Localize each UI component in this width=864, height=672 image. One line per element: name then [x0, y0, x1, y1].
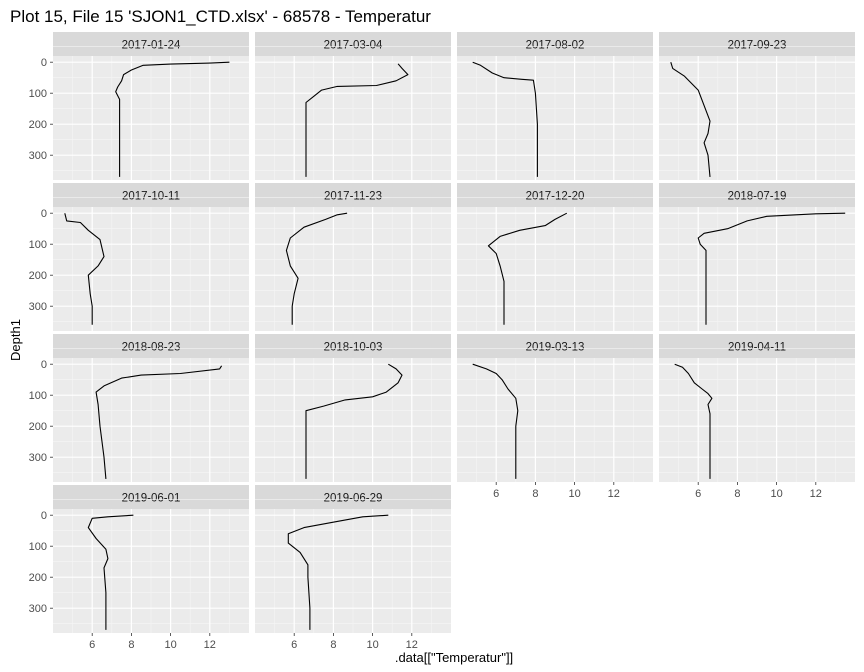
temperature-profile-line: [305, 363, 403, 479]
facet-strip-label: 2017-12-20: [526, 191, 585, 203]
temperature-profile-line: [670, 62, 711, 177]
temperature-profile-line: [472, 363, 519, 479]
temperature-profile-line: [87, 514, 134, 630]
facet-strip-label: 2018-08-23: [122, 342, 181, 354]
facet-strip-label: 2017-10-11: [122, 191, 180, 203]
temperature-profile-line: [285, 212, 348, 325]
x-tick-label: 6: [695, 488, 701, 500]
y-tick-label: 300: [29, 301, 47, 313]
x-axis-title: .data[["Temperatur"]]: [395, 650, 513, 665]
temperature-profile-line: [674, 363, 713, 479]
y-tick-label: 100: [29, 239, 47, 251]
temperature-profile-line: [305, 63, 409, 177]
x-tick-label: 6: [89, 639, 95, 651]
temperature-profile-line: [472, 61, 538, 177]
y-tick-label: 300: [29, 150, 47, 162]
x-tick-label: 10: [164, 639, 176, 651]
facet-strip-label: 2018-10-03: [324, 342, 383, 354]
x-tick-label: 10: [366, 639, 378, 651]
facet-strip: [255, 334, 451, 358]
facet-strip-label: 2019-04-11: [728, 342, 786, 354]
x-tick-label: 6: [291, 639, 297, 651]
facet-strip: [53, 183, 249, 207]
facet-strip-label: 2017-03-04: [324, 40, 383, 52]
temperature-profile-line: [64, 213, 105, 325]
temperature-profile-line: [287, 514, 389, 630]
facet-panel: 2019-06-29 6 8 10 12: [255, 485, 451, 651]
facet-panel: 2017-11-23: [255, 183, 451, 331]
y-tick-label: 200: [29, 119, 47, 131]
facet-strip: [659, 334, 855, 358]
facet-strip: [255, 485, 451, 509]
x-tick-label: 12: [406, 639, 418, 651]
facet-strip: [53, 32, 249, 56]
y-tick-label: 100: [29, 541, 47, 553]
facet-panel: 2017-08-02: [457, 32, 653, 180]
temperature-profile-line: [115, 61, 230, 177]
chart-title: Plot 15, File 15 'SJON1_CTD.xlsx' - 6857…: [10, 7, 431, 26]
y-tick-label: 0: [41, 510, 47, 522]
y-tick-label: 0: [41, 57, 47, 69]
x-tick-label: 8: [734, 488, 740, 500]
facet-panel: 2017-01-24 0 100 200 300: [29, 32, 249, 180]
y-tick-label: 0: [41, 359, 47, 371]
facet-panel: 2017-12-20: [457, 183, 653, 331]
y-tick-label: 100: [29, 390, 47, 402]
facet-panel: 2019-06-01 0 100 200 300 6 8 10 12: [29, 485, 249, 651]
facet-strip-label: 2017-11-23: [324, 191, 382, 203]
facet-strip-label: 2017-09-23: [728, 40, 787, 52]
x-tick-label: 12: [608, 488, 620, 500]
facet-panel: 2018-10-03: [255, 334, 451, 482]
facet-panel: 2017-03-04: [255, 32, 451, 180]
y-axis-title: Depth1: [8, 319, 23, 361]
x-tick-label: 6: [493, 488, 499, 500]
facet-strip: [255, 183, 451, 207]
x-tick-label: 12: [204, 639, 216, 651]
facet-strip-label: 2019-03-13: [526, 342, 585, 354]
temperature-profile-line: [697, 212, 846, 325]
facet-panel: 2018-07-19: [659, 183, 855, 331]
x-tick-label: 12: [810, 488, 822, 500]
facet-strip-label: 2017-01-24: [122, 40, 181, 52]
facet-panel: 2019-03-13 6 8 10 12: [457, 334, 653, 500]
facet-strip-label: 2018-07-19: [728, 191, 787, 203]
y-tick-label: 200: [29, 572, 47, 584]
facet-strip: [457, 183, 653, 207]
y-tick-label: 300: [29, 452, 47, 464]
y-tick-label: 300: [29, 603, 47, 615]
facet-panel: 2017-09-23: [659, 32, 855, 180]
x-tick-label: 8: [330, 639, 336, 651]
y-tick-label: 200: [29, 421, 47, 433]
y-tick-label: 200: [29, 270, 47, 282]
facet-panel: 2017-10-11 0 100 200 300: [29, 183, 249, 331]
facet-strip: [659, 183, 855, 207]
temperature-profile-line: [487, 212, 568, 325]
x-tick-label: 10: [568, 488, 580, 500]
facet-panel: 2018-08-23 0 100 200 300: [29, 334, 249, 482]
x-tick-label: 10: [770, 488, 782, 500]
facet-strip: [255, 32, 451, 56]
facet-strip: [457, 334, 653, 358]
facet-strip: [457, 32, 653, 56]
facet-strip: [53, 485, 249, 509]
x-tick-label: 8: [532, 488, 538, 500]
y-tick-label: 0: [41, 208, 47, 220]
x-tick-label: 8: [128, 639, 134, 651]
facet-strip-label: 2017-08-02: [526, 40, 585, 52]
temperature-profile-line: [95, 365, 223, 479]
facet-panel: 2019-04-11 6 8 10 12: [659, 334, 855, 500]
facet-strip: [53, 334, 249, 358]
y-tick-label: 100: [29, 88, 47, 100]
facet-strip-label: 2019-06-29: [324, 493, 383, 505]
facet-strip-label: 2019-06-01: [122, 493, 181, 505]
facet-strip: [659, 32, 855, 56]
